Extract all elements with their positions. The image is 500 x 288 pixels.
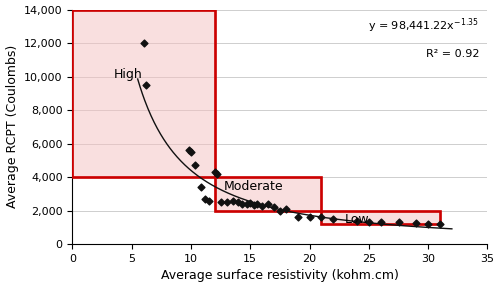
Point (216, 200, 224, 204)
Point (243, 202, 251, 206)
Point (394, 220, 402, 225)
Point (258, 203, 266, 208)
Bar (72, 10, 215, 177)
Point (250, 202, 258, 207)
X-axis label: Average surface resistivity (kohm.cm): Average surface resistivity (kohm.cm) (161, 270, 399, 283)
Point (187, 150, 195, 154)
Point (270, 205, 278, 210)
Point (424, 222, 432, 226)
Bar (322, 211, 440, 224)
Point (294, 215, 302, 220)
Point (222, 200, 230, 204)
Point (190, 163, 198, 168)
Bar (72, 10, 215, 177)
Bar (214, 177, 322, 211)
Point (330, 217, 338, 221)
Point (353, 218, 361, 223)
Point (282, 207, 290, 211)
Text: Moderate: Moderate (224, 181, 284, 194)
Point (276, 208, 284, 213)
Bar (214, 177, 322, 211)
Point (306, 215, 314, 220)
Point (234, 200, 242, 204)
Text: High: High (114, 68, 142, 81)
Point (228, 198, 236, 203)
Bar (72, 10, 215, 177)
Point (196, 185, 204, 190)
Point (318, 215, 326, 220)
Point (140, 41, 147, 46)
Point (254, 202, 262, 206)
Point (412, 221, 420, 226)
Text: Low: Low (345, 213, 370, 226)
Text: R² = 0.92: R² = 0.92 (426, 50, 479, 59)
Point (246, 201, 254, 205)
Point (238, 202, 246, 206)
Point (205, 198, 213, 203)
Point (202, 197, 209, 201)
Bar (214, 177, 322, 211)
Text: y = 98,441.22x$^{-1.35}$: y = 98,441.22x$^{-1.35}$ (368, 17, 479, 35)
Bar (322, 211, 440, 224)
Y-axis label: Average RCPT (Coulombs): Average RCPT (Coulombs) (6, 45, 18, 209)
Point (142, 83, 150, 87)
Bar (322, 211, 440, 224)
Point (264, 202, 272, 206)
Point (365, 219, 373, 224)
Point (436, 222, 444, 226)
Point (376, 220, 384, 225)
Point (184, 148, 192, 153)
Point (210, 170, 218, 175)
Point (213, 171, 221, 176)
